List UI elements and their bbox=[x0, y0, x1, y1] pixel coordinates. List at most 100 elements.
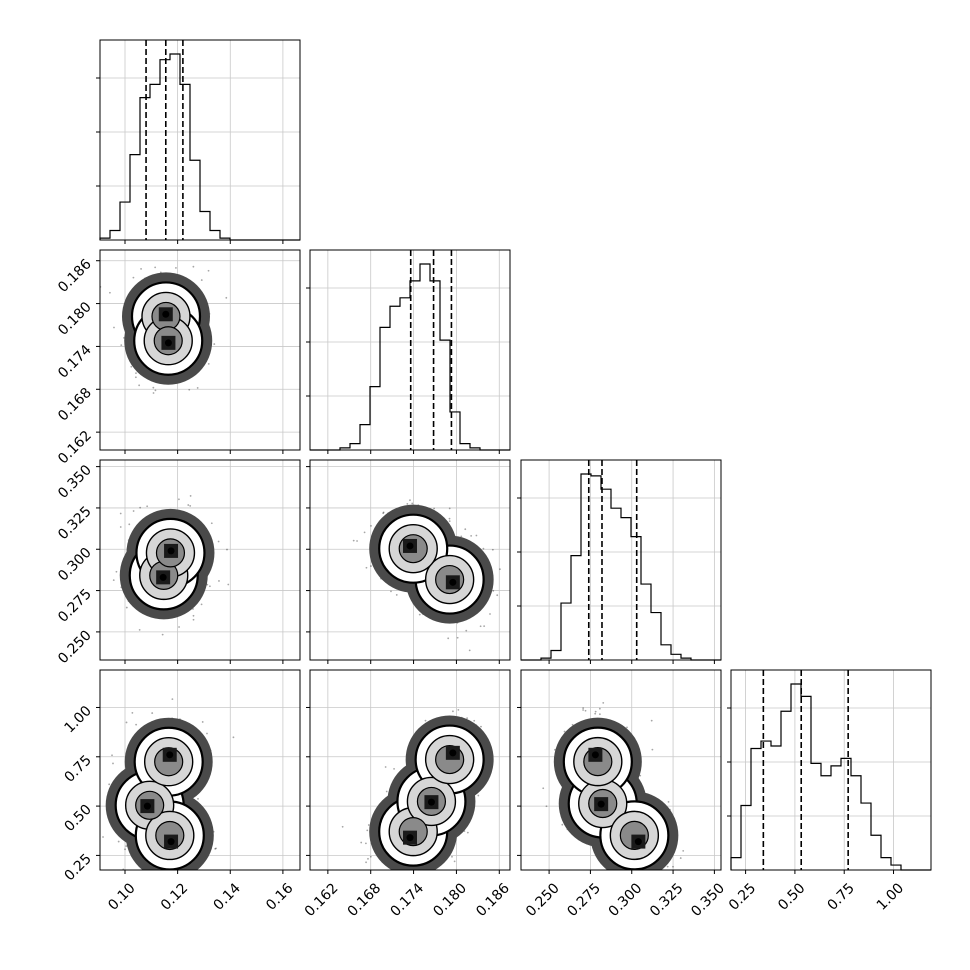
scatter-point bbox=[675, 879, 677, 881]
scatter-point bbox=[393, 767, 395, 770]
panel-frame bbox=[99, 249, 301, 451]
scatter-point bbox=[367, 857, 369, 860]
scatter-point bbox=[652, 881, 654, 883]
x-axis-0 bbox=[124, 450, 284, 454]
scatter-point bbox=[582, 709, 585, 711]
scatter-point bbox=[210, 522, 213, 525]
scatter-point bbox=[447, 637, 450, 640]
scatter-point bbox=[201, 721, 204, 723]
scatter-point bbox=[542, 787, 545, 790]
x-tick-label: 0.275 bbox=[564, 880, 604, 920]
x-axis-2 bbox=[548, 660, 715, 664]
joint-panel-2-3 bbox=[520, 669, 722, 886]
histogram-panel-3 bbox=[730, 669, 932, 871]
scatter-point bbox=[151, 712, 154, 714]
scatter-point bbox=[135, 372, 137, 375]
y-axis-0 bbox=[96, 77, 100, 187]
scatter-point bbox=[479, 625, 482, 628]
scatter-point bbox=[134, 376, 137, 379]
panel-background bbox=[521, 460, 721, 660]
scatter-point bbox=[196, 387, 199, 389]
scatter-point bbox=[602, 702, 605, 704]
scatter-point bbox=[370, 524, 372, 527]
y-axis-3 bbox=[517, 706, 521, 856]
scatter-point bbox=[178, 626, 180, 628]
x-tick-label: 0.14 bbox=[211, 880, 244, 913]
scatter-point bbox=[200, 279, 203, 281]
scatter-point bbox=[594, 710, 597, 713]
scatter-point bbox=[466, 717, 469, 720]
scatter-point bbox=[470, 535, 473, 537]
scatter-point bbox=[563, 730, 566, 733]
y-tick-label: 0.174 bbox=[55, 342, 95, 382]
scatter-point bbox=[165, 878, 167, 880]
y-tick-label: 1.00 bbox=[61, 703, 94, 736]
scatter-point bbox=[360, 841, 363, 844]
scatter-point bbox=[152, 386, 155, 389]
x-tick-label: 0.300 bbox=[606, 880, 646, 920]
histogram-step bbox=[730, 683, 931, 871]
scatter-point bbox=[464, 528, 467, 531]
scatter-point bbox=[365, 861, 367, 864]
scatter-point bbox=[192, 265, 195, 268]
scatter-point bbox=[644, 873, 646, 875]
scatter-point bbox=[215, 847, 217, 850]
scatter-point bbox=[424, 719, 427, 722]
y-axis-3 bbox=[727, 707, 731, 817]
scatter-point bbox=[366, 829, 369, 832]
scatter-point bbox=[175, 267, 177, 269]
panel-frame bbox=[730, 669, 932, 871]
scatter-point bbox=[226, 548, 228, 551]
scatter-point bbox=[452, 710, 454, 713]
mode-marker bbox=[166, 751, 174, 759]
scatter-point bbox=[646, 881, 648, 883]
scatter-point bbox=[433, 507, 435, 510]
scatter-point bbox=[119, 526, 122, 528]
x-axis-1 bbox=[327, 660, 500, 664]
scatter-point bbox=[341, 825, 344, 828]
mode-marker bbox=[159, 573, 167, 581]
scatter-point bbox=[496, 594, 499, 597]
mode-marker bbox=[164, 339, 172, 347]
scatter-point bbox=[626, 726, 628, 729]
scatter-point bbox=[214, 847, 217, 850]
x-tick-label: 0.16 bbox=[263, 880, 296, 913]
x-axis-0: 0.10 0.12 0.14 0.16 bbox=[105, 870, 297, 914]
scatter-point bbox=[451, 855, 453, 858]
scatter-point bbox=[491, 548, 494, 551]
scatter-point bbox=[447, 884, 449, 886]
x-tick-label: 0.75 bbox=[824, 880, 857, 913]
mode-marker bbox=[597, 800, 605, 808]
scatter-point bbox=[639, 774, 642, 777]
scatter-point bbox=[146, 505, 149, 508]
scatter-point bbox=[448, 507, 451, 510]
scatter-point bbox=[217, 540, 220, 543]
scatter-point bbox=[138, 384, 141, 387]
scatter-point bbox=[161, 873, 163, 875]
x-axis-2: 0.250 0.275 0.300 0.325 0.350 bbox=[523, 870, 728, 920]
joint-plot-area bbox=[310, 460, 510, 660]
scatter-point bbox=[109, 291, 111, 294]
scatter-point bbox=[149, 873, 151, 875]
scatter-point bbox=[197, 797, 199, 800]
scatter-point bbox=[211, 875, 213, 877]
panel-frame bbox=[99, 459, 301, 661]
joint-plot-area bbox=[100, 460, 300, 660]
scatter-point bbox=[120, 344, 123, 347]
x-tick-label: 1.00 bbox=[874, 880, 907, 913]
scatter-point bbox=[206, 732, 208, 735]
histogram-panel-0 bbox=[99, 39, 301, 241]
scatter-point bbox=[418, 613, 421, 616]
scatter-point bbox=[154, 266, 157, 269]
y-tick-label: 0.162 bbox=[55, 428, 95, 468]
scatter-point bbox=[111, 754, 113, 757]
y-tick-label: 0.325 bbox=[55, 503, 95, 543]
scatter-point bbox=[601, 884, 603, 886]
scatter-point bbox=[651, 748, 654, 751]
scatter-point bbox=[139, 506, 142, 509]
joint-plot-area bbox=[100, 670, 300, 880]
scatter-point bbox=[395, 594, 398, 596]
scatter-point bbox=[115, 570, 118, 573]
